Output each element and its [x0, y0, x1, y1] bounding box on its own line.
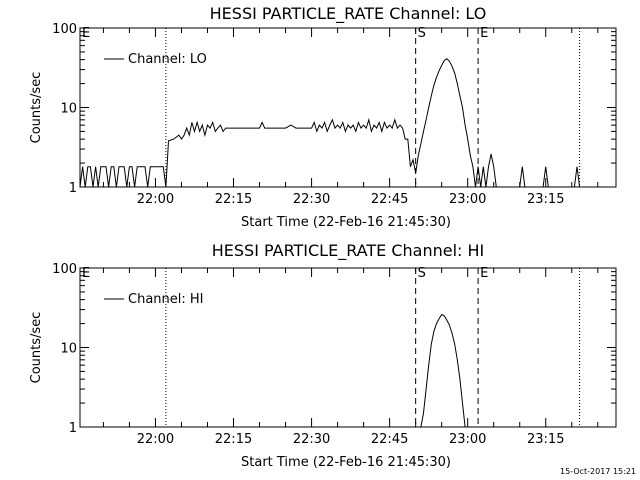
chart-title: HESSI PARTICLE_RATE Channel: HI [212, 241, 485, 261]
y-tick-label: 100 [52, 262, 77, 277]
legend-label: Channel: HI [128, 292, 204, 307]
event-marker-label: S [418, 26, 426, 41]
event-marker-label: E [480, 266, 488, 281]
chart-title: HESSI PARTICLE_RATE Channel: LO [210, 4, 487, 24]
event-marker-label: E [82, 266, 90, 281]
x-tick-label: 22:00 [137, 192, 174, 207]
legend-label: Channel: LO [128, 52, 207, 67]
y-axis-label: Counts/sec [29, 72, 44, 144]
x-tick-label: 22:45 [371, 432, 408, 447]
x-tick-label: 22:15 [215, 192, 252, 207]
y-tick-label: 1 [69, 421, 77, 436]
y-tick-label: 1 [69, 181, 77, 196]
x-tick-label: 23:00 [449, 192, 486, 207]
x-tick-label: 22:45 [371, 192, 408, 207]
x-tick-label: 23:00 [449, 432, 486, 447]
y-tick-label: 10 [60, 102, 77, 117]
x-axis-label: Start Time (22-Feb-16 21:45:30) [241, 455, 451, 470]
x-tick-label: 22:30 [293, 432, 330, 447]
y-tick-label: 10 [60, 342, 77, 357]
series-line-1 [420, 313, 466, 428]
y-tick-label: 100 [52, 22, 77, 37]
event-marker-label: S [418, 266, 426, 281]
event-marker-label: E [82, 26, 90, 41]
x-axis-label: Start Time (22-Feb-16 21:45:30) [241, 215, 451, 230]
x-tick-label: 22:30 [293, 192, 330, 207]
x-tick-label: 22:15 [215, 432, 252, 447]
x-tick-label: 23:15 [527, 192, 564, 207]
y-axis-label: Counts/sec [29, 312, 44, 384]
x-tick-label: 23:15 [527, 432, 564, 447]
event-marker-label: E [480, 26, 488, 41]
x-tick-label: 22:00 [137, 432, 174, 447]
footer-timestamp: 15-Oct-2017 15:21 [560, 467, 636, 476]
series-line-1 [79, 58, 581, 188]
